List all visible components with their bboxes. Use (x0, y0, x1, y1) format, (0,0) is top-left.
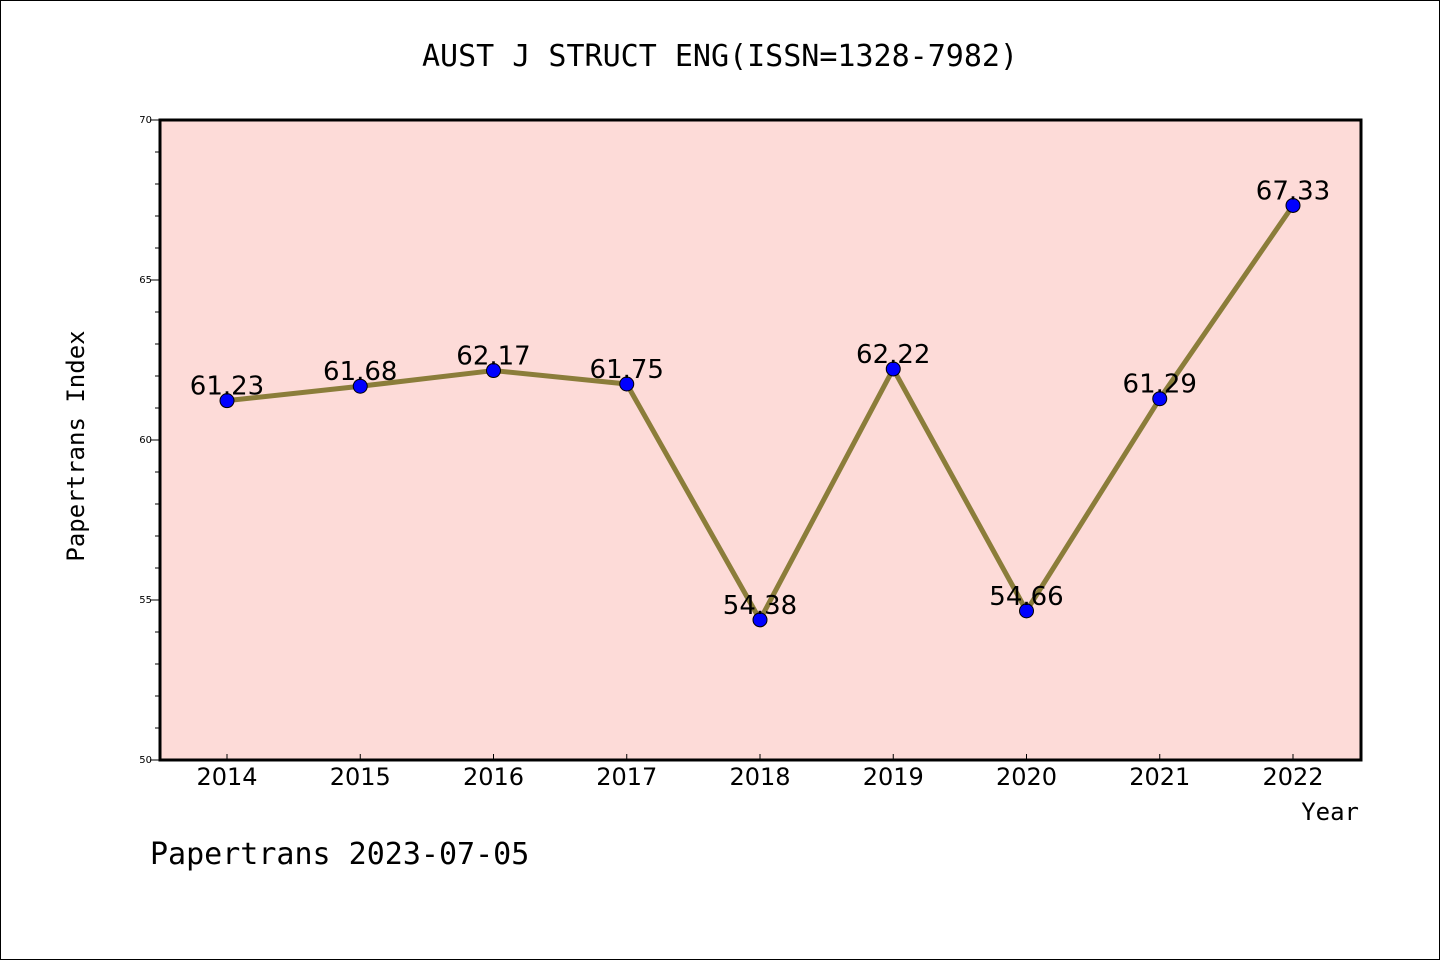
y-axis: 50 55 60 65 70 (139, 115, 160, 766)
data-point (1019, 603, 1034, 619)
series-line-group (219, 197, 1301, 628)
data-point (619, 376, 635, 392)
data-label: 54.38 (723, 591, 797, 621)
y-axis-label: Papertrans Index (62, 330, 90, 561)
data-label: 54.66 (989, 582, 1063, 612)
x-tick-label: 2015 (330, 763, 391, 791)
data-point (486, 363, 501, 379)
y-tick-label: 65 (139, 275, 152, 286)
data-point (885, 361, 901, 377)
data-labels: 61.23 61.68 62.17 61.75 54.38 62.22 54.66 61.29… (190, 176, 1330, 620)
y-tick-label: 50 (139, 755, 152, 766)
data-label: 62.17 (456, 342, 530, 372)
x-tick-label: 2021 (1129, 763, 1190, 791)
y-tick-label: 55 (139, 595, 152, 606)
data-point (752, 612, 768, 628)
data-label: 62.22 (856, 340, 930, 370)
x-tick-label: 2016 (463, 763, 524, 791)
x-tick-label: 2018 (729, 763, 790, 791)
x-tick-label: 2019 (863, 763, 924, 791)
data-label: 61.23 (190, 372, 264, 402)
plot-area (158, 118, 1363, 762)
data-point (352, 378, 368, 394)
data-label: 61.75 (590, 355, 664, 385)
footer-text: Papertrans 2023-07-05 (150, 837, 529, 872)
data-label: 67.33 (1256, 176, 1330, 206)
x-axis-label: Year (1301, 798, 1359, 826)
y-tick-label: 60 (139, 435, 152, 446)
data-point (1152, 391, 1168, 407)
x-axis: 2014 2015 2016 2017 2018 2019 2020 2021 2022 (196, 754, 1324, 791)
data-label: 61.68 (323, 357, 397, 387)
y-tick-label: 70 (139, 115, 152, 126)
x-tick-label: 2014 (196, 763, 257, 791)
chart-title: AUST J STRUCT ENG(ISSN=1328-7982) (422, 39, 1018, 74)
data-label: 61.29 (1123, 370, 1197, 400)
data-point (219, 393, 235, 409)
data-point (1285, 197, 1301, 213)
x-tick-label: 2022 (1262, 763, 1323, 791)
x-tick-label: 2017 (596, 763, 657, 791)
x-tick-label: 2020 (996, 763, 1057, 791)
